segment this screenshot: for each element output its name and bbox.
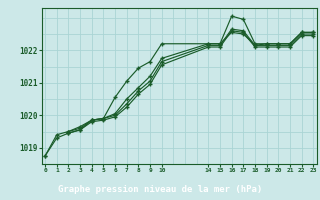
Text: Graphe pression niveau de la mer (hPa): Graphe pression niveau de la mer (hPa) — [58, 185, 262, 194]
